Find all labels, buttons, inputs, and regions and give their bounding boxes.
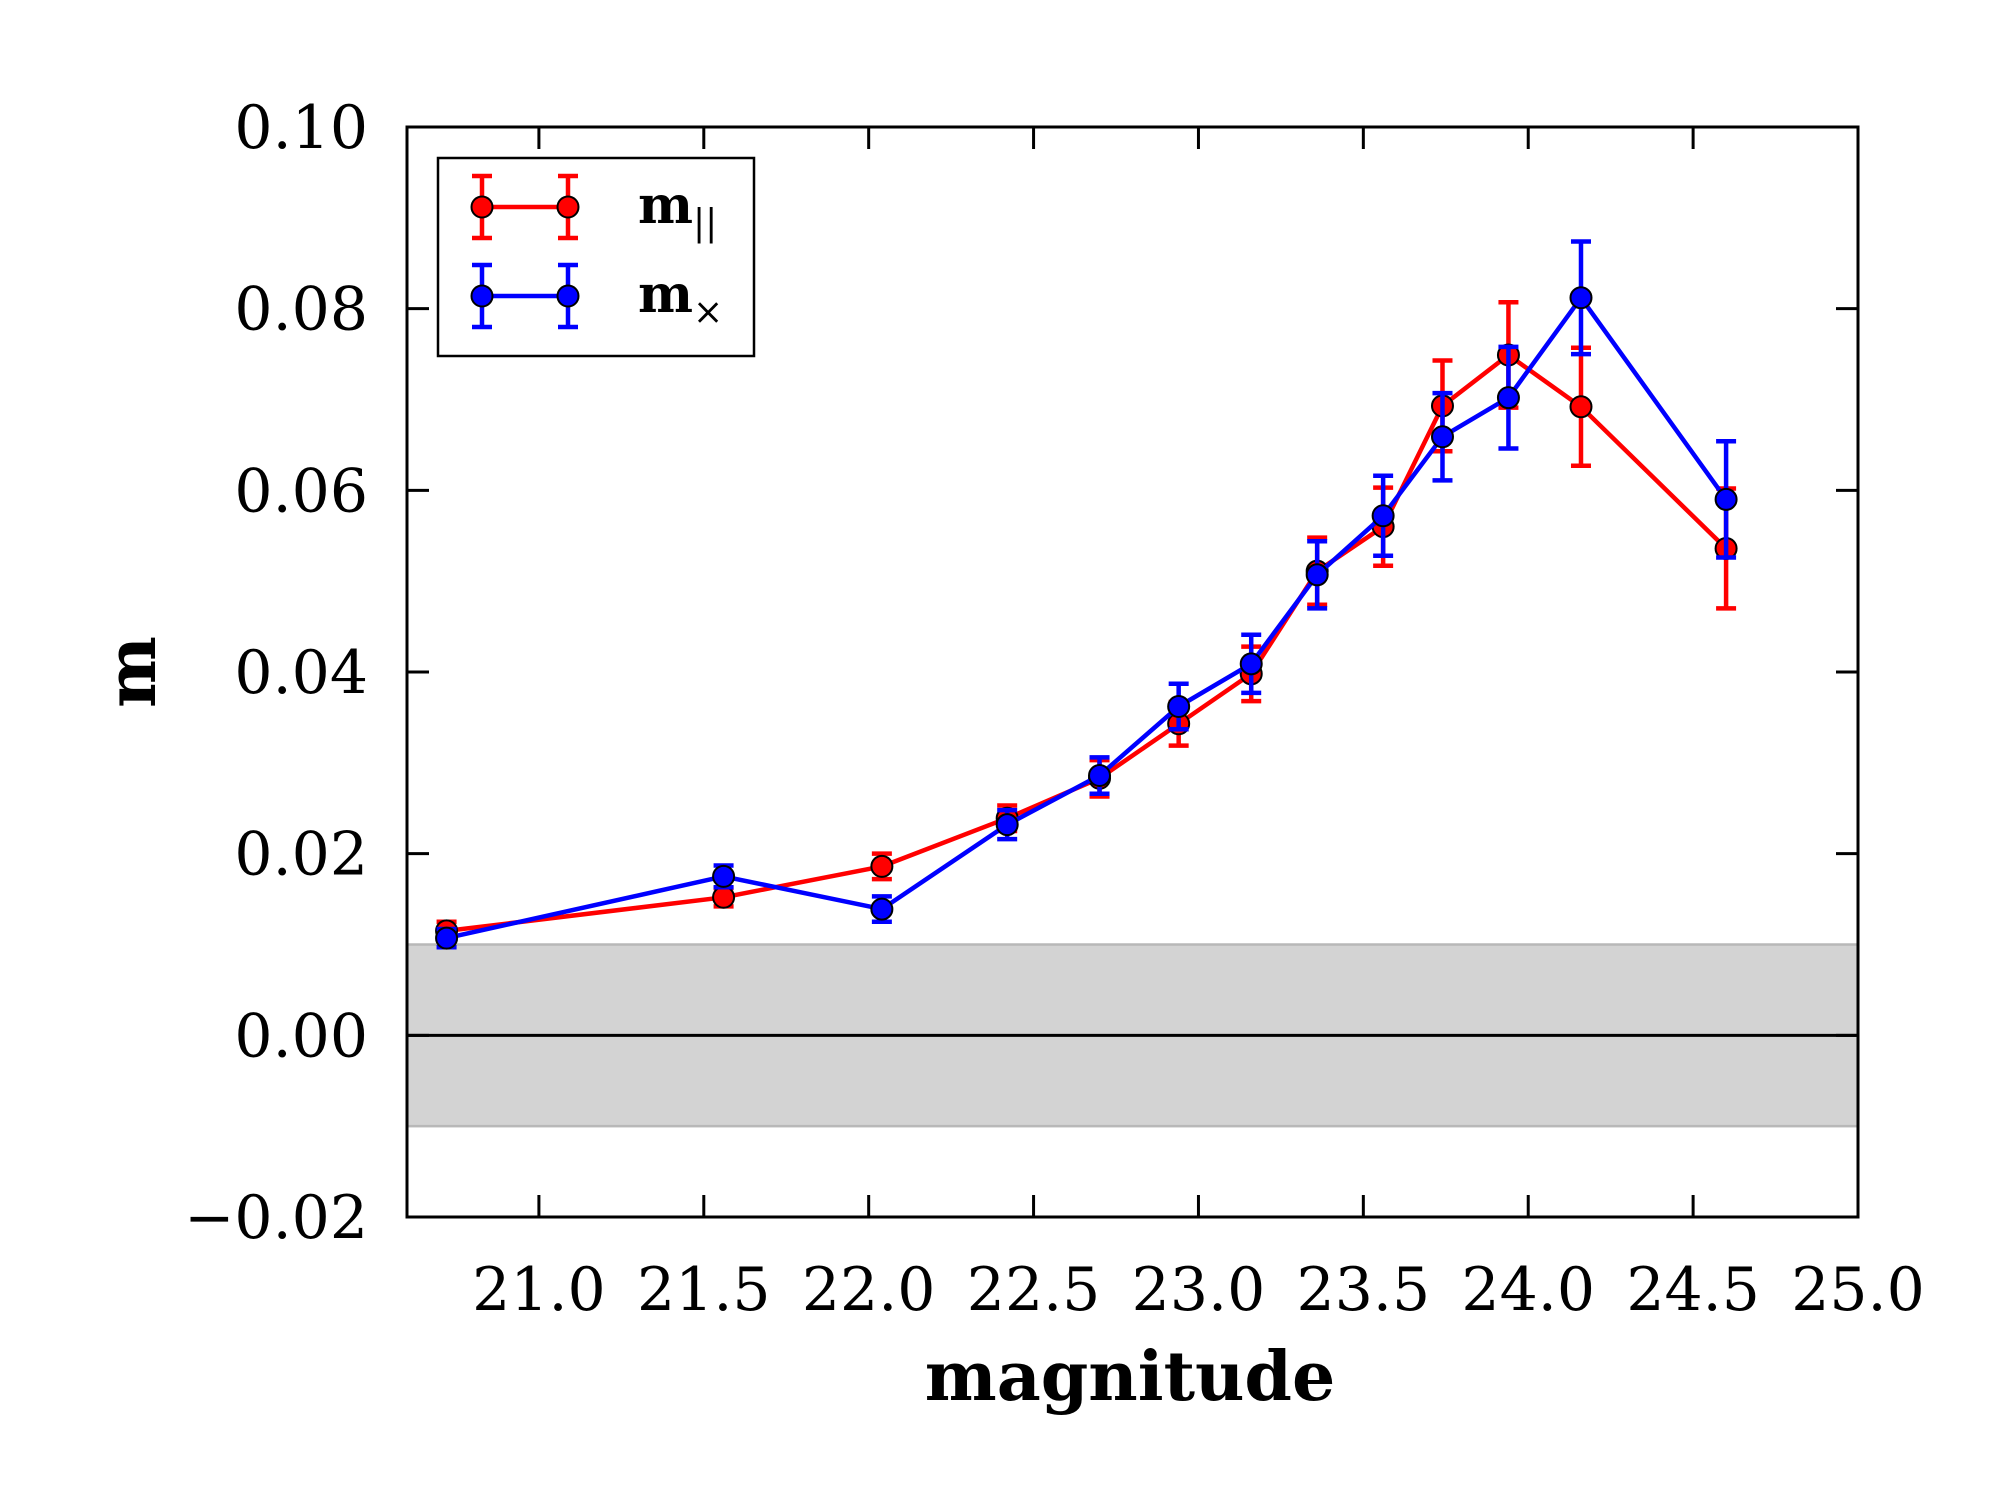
y-tick-label: 0.00	[234, 1001, 368, 1071]
legend-label-subscript: ×	[693, 292, 723, 333]
legend-label: m×	[638, 264, 723, 333]
data-point	[1305, 563, 1329, 587]
tick-layer: 21.0 21.5 22.0 22.5 23.0 23.5 24.0 24.5 25.0 −0.0…	[184, 93, 1925, 1325]
series-m_parallel	[435, 300, 1738, 943]
data-point	[1569, 395, 1593, 419]
legend-label-main: m	[638, 264, 693, 325]
series-line	[446, 352, 1728, 934]
data-point	[712, 864, 736, 888]
legend-marker	[470, 284, 494, 308]
x-tick-label: 24.5	[1626, 1255, 1760, 1325]
data-point	[1569, 286, 1593, 310]
series-line	[446, 295, 1728, 941]
data-point	[1496, 386, 1520, 410]
legend-marker	[556, 195, 580, 219]
legend: m||m×	[436, 156, 756, 358]
legend-label-subscript: ||	[693, 203, 717, 244]
y-axis-title: m	[92, 636, 172, 708]
x-tick-label: 25.0	[1791, 1255, 1925, 1325]
x-tick-label: 23.0	[1132, 1255, 1266, 1325]
legend-label-main: m	[638, 175, 693, 236]
y-tick-label: 0.02	[234, 820, 368, 890]
y-tick-label: 0.10	[234, 93, 368, 163]
data-point	[870, 897, 894, 921]
y-tick-label: −0.02	[184, 1183, 368, 1253]
x-axis-title: magnitude	[925, 1337, 1336, 1417]
data-point	[1430, 425, 1454, 449]
x-tick-label: 22.5	[967, 1255, 1101, 1325]
data-point	[870, 854, 894, 878]
x-tick-label: 23.5	[1297, 1255, 1431, 1325]
legend-entry-m_cross: m×	[470, 262, 723, 333]
tolerance-band-layer	[405, 943, 1860, 1128]
legend-box	[436, 156, 756, 358]
data-point	[995, 813, 1019, 837]
x-tick-label: 24.0	[1461, 1255, 1595, 1325]
y-tick-label: 0.06	[234, 456, 368, 526]
data-point	[1167, 695, 1191, 719]
series-layer	[435, 239, 1738, 950]
x-tick-label: 21.0	[472, 1255, 606, 1325]
legend-label: m||	[638, 175, 717, 244]
data-point	[1239, 652, 1263, 676]
data-point	[1714, 487, 1738, 511]
legend-entry-m_parallel: m||	[470, 173, 717, 244]
y-tick-label: 0.04	[234, 638, 368, 708]
x-tick-label: 22.0	[802, 1255, 936, 1325]
x-tick-label: 21.5	[637, 1255, 771, 1325]
data-point	[1088, 764, 1112, 788]
series-m_cross	[435, 239, 1738, 950]
y-tick-label: 0.08	[234, 275, 368, 345]
data-point	[712, 885, 736, 909]
data-point	[1371, 504, 1395, 528]
legend-marker	[556, 284, 580, 308]
data-point	[435, 926, 459, 950]
legend-marker	[470, 195, 494, 219]
